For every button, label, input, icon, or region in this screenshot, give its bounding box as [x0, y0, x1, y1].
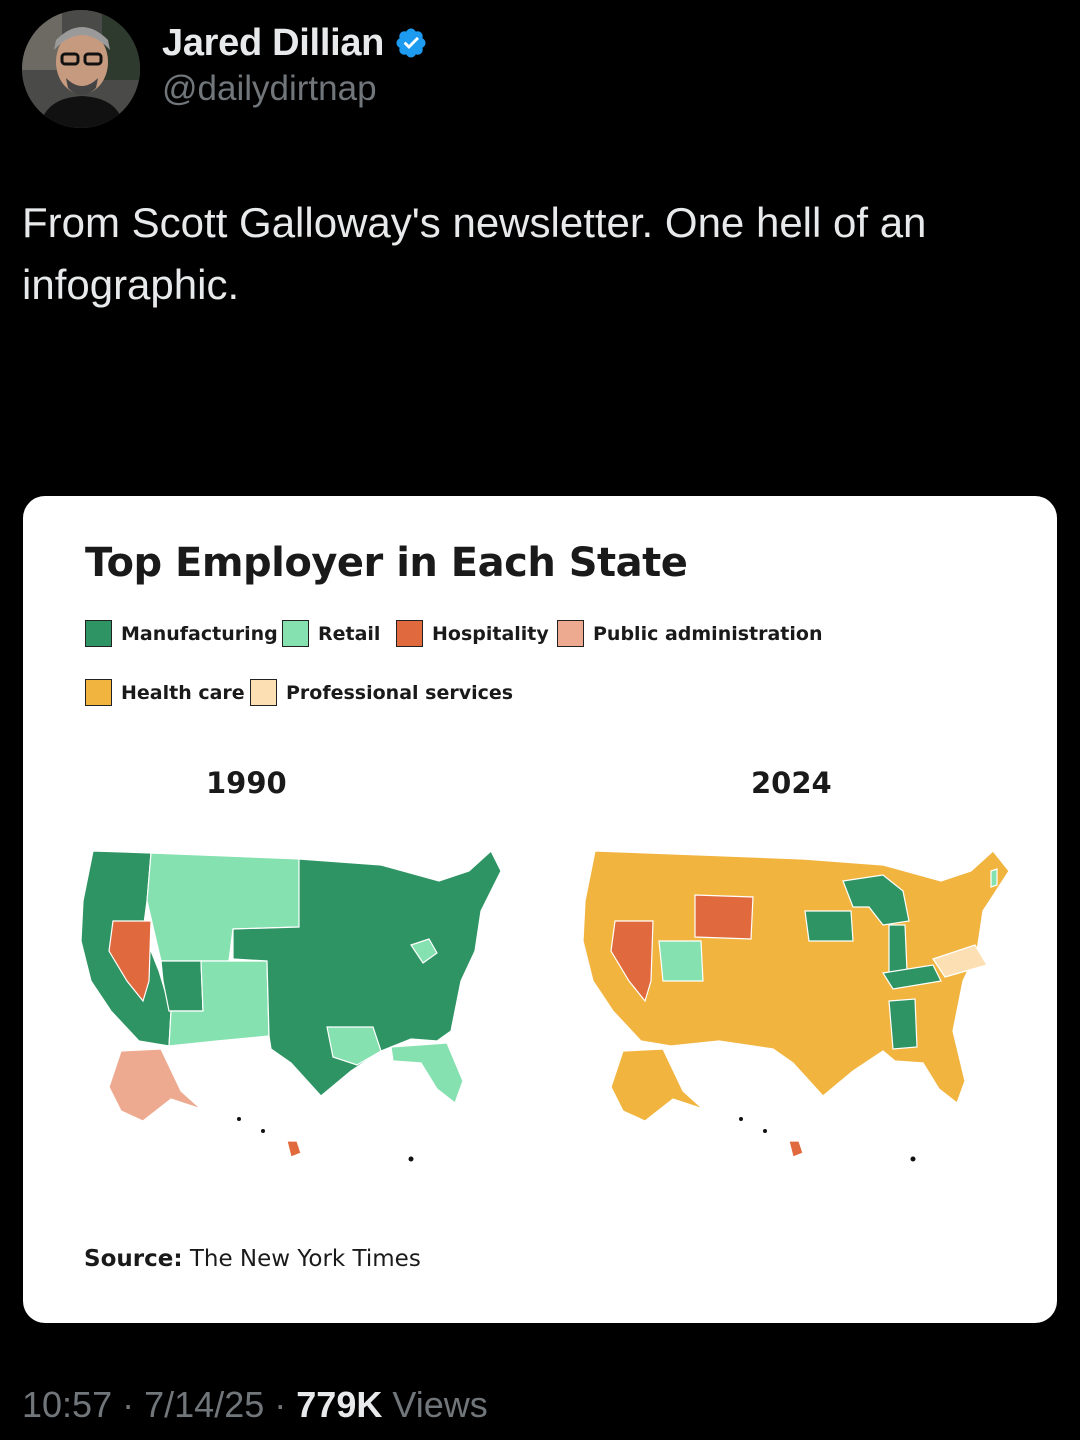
state-hawaii	[788, 1140, 804, 1158]
display-name[interactable]: Jared Dillian	[162, 21, 385, 64]
state-utah	[160, 960, 204, 1012]
tweet-date[interactable]: 7/14/25	[144, 1384, 265, 1425]
legend-item-retail: Retail	[282, 620, 380, 647]
region-central-east-manufacturing	[232, 850, 502, 1097]
state-louisiana	[326, 1026, 382, 1066]
state-iowa	[804, 910, 854, 942]
year-label-1990: 1990	[206, 766, 287, 800]
state-nevada	[610, 920, 654, 1003]
infographic-image[interactable]: Top Employer in Each State Manufacturing…	[23, 496, 1057, 1323]
legend-item-professional-services: Professional services	[250, 679, 513, 706]
source-line: Source: The New York Times	[84, 1246, 421, 1272]
legend-swatch-hospitality	[396, 620, 423, 647]
legend-label: Health care	[121, 681, 245, 704]
state-hawaii	[286, 1140, 302, 1158]
legend-swatch-health-care	[85, 679, 112, 706]
state-alaska	[108, 1048, 202, 1122]
state-indiana	[888, 924, 908, 974]
tweet-header: Jared Dillian @dailydirtnap	[22, 10, 428, 128]
legend-item-public-administration: Public administration	[557, 620, 822, 647]
infographic-title: Top Employer in Each State	[85, 540, 688, 586]
legend-swatch-retail	[282, 620, 309, 647]
tweet-time[interactable]: 10:57	[22, 1384, 113, 1425]
source-value: The New York Times	[189, 1246, 421, 1272]
legend-label: Professional services	[286, 681, 514, 704]
views-count: 779K	[296, 1384, 383, 1425]
legend-item-manufacturing: Manufacturing	[85, 620, 278, 647]
tweet-meta: 10:57 · 7/14/25 · 779K Views	[22, 1384, 488, 1426]
legend-item-hospitality: Hospitality	[396, 620, 549, 647]
state-wyoming	[694, 894, 754, 940]
legend-label: Manufacturing	[121, 622, 278, 645]
verified-badge-icon	[396, 28, 426, 58]
year-label-2024: 2024	[751, 766, 832, 800]
avatar[interactable]	[22, 10, 140, 128]
legend-label: Public administration	[593, 622, 823, 645]
state-florida	[390, 1042, 464, 1104]
source-label: Source:	[84, 1246, 183, 1272]
state-alabama	[888, 998, 918, 1050]
separator: ·	[122, 1384, 135, 1425]
state-utah	[658, 940, 704, 982]
legend-swatch-public-administration	[557, 620, 584, 647]
region-great-lakes-manufacturing	[842, 874, 910, 926]
state-virginia	[932, 944, 988, 978]
us-map-2024	[582, 850, 1010, 1162]
handle[interactable]: @dailydirtnap	[162, 68, 377, 108]
state-new-hampshire	[990, 868, 998, 888]
separator: ·	[274, 1384, 287, 1425]
legend-swatch-manufacturing	[85, 620, 112, 647]
legend-swatch-professional-services	[250, 679, 277, 706]
legend-label: Hospitality	[432, 622, 549, 645]
views-label: Views	[392, 1384, 488, 1425]
legend-label: Retail	[318, 622, 381, 645]
state-kentucky	[882, 964, 942, 990]
state-west-virginia	[410, 938, 438, 964]
us-map-1990	[80, 850, 502, 1162]
state-alaska	[610, 1048, 704, 1122]
legend-item-health-care: Health care	[85, 679, 245, 706]
tweet-text: From Scott Galloway's newsletter. One he…	[22, 199, 927, 308]
state-nevada	[108, 920, 152, 1003]
display-name-row[interactable]: Jared Dillian	[162, 22, 428, 65]
